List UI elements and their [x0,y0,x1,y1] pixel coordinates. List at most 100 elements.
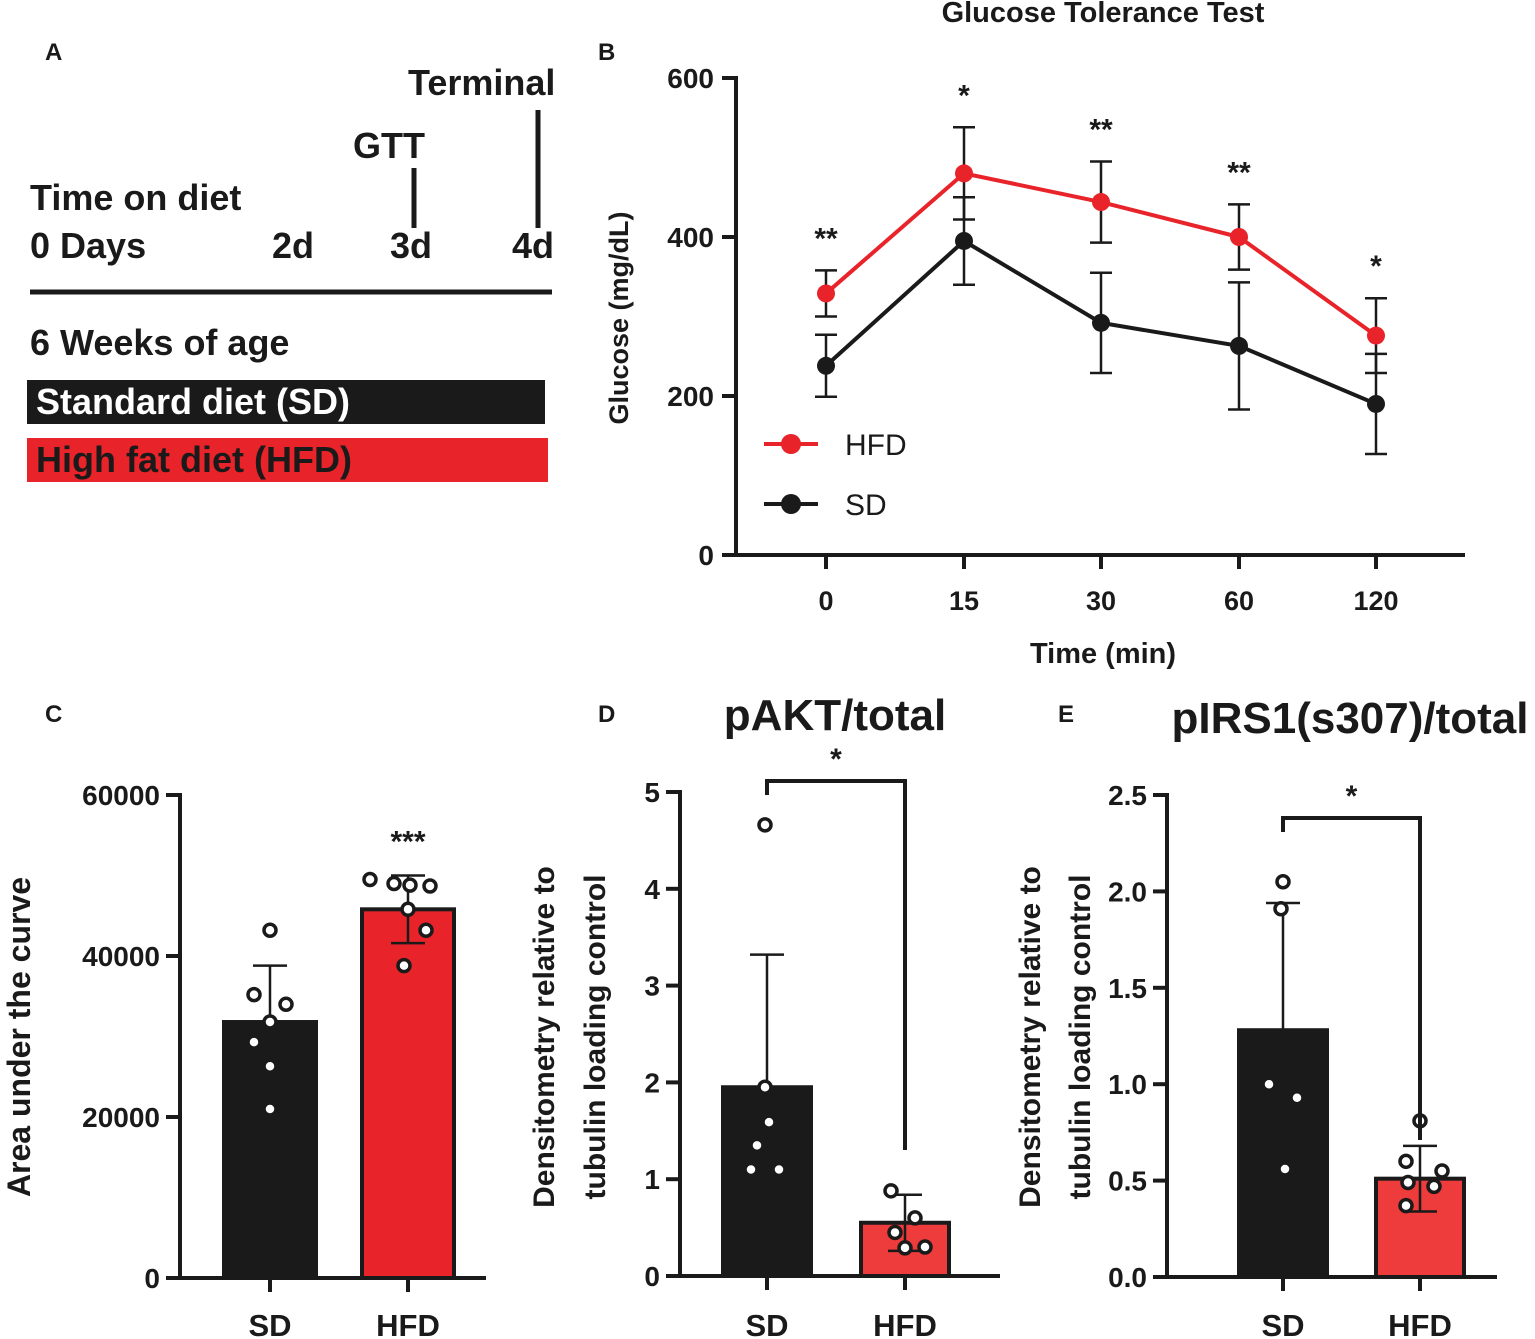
data-point-sd [817,356,835,375]
x-tick-label: 0 [818,586,833,616]
data-point-sd [1230,336,1248,355]
y-tick-label: 2 [644,1067,660,1098]
y-tick-label: 4 [644,874,660,905]
data-point [246,1034,262,1050]
sd-diet-bar [27,380,545,424]
data-point [278,996,294,1013]
x-tick-label: 15 [949,586,979,616]
gtt-label: GTT [353,125,425,166]
panel-d: D pAKT/total Densitometry relative to tu… [528,691,1000,1339]
legend-marker-sd [781,494,801,514]
data-point [1277,1161,1293,1177]
data-point [246,986,262,1003]
panel-a: A Terminal GTT Time on diet 0 Days 2d 3d… [27,39,555,482]
data-point [262,1058,278,1075]
legend-marker-hfd [781,434,801,454]
y-tick-label: 1 [644,1164,660,1195]
data-point-hfd [1367,326,1385,345]
data-point-sd [1367,394,1385,413]
data-point [362,871,378,888]
data-point [402,877,418,893]
data-point [262,1014,278,1030]
data-point-hfd [1230,228,1248,246]
panel-label-e: E [1058,701,1074,728]
data-point [418,922,434,938]
hfd-diet-bar [27,438,548,482]
data-point [1426,1178,1442,1195]
terminal-label: Terminal [408,62,555,103]
x-tick-label: HFD [873,1308,937,1339]
y-axis-title: Area under the curve [1,877,37,1197]
data-point [386,875,402,892]
significance-marker: * [1370,250,1382,283]
time-on-diet-label: Time on diet [30,177,241,218]
day-label-0: 0 Days [30,225,146,266]
significance-marker: *** [390,826,425,859]
legend-label-sd: SD [845,489,887,522]
data-point [262,1101,278,1117]
x-tick-label: 60 [1224,586,1254,616]
significance-marker: * [958,79,970,112]
data-point [771,1161,787,1178]
x-tick-label: SD [1261,1308,1304,1339]
data-point [1275,874,1291,890]
y-axis-title-line-1: Densitometry relative to [1014,866,1047,1208]
data-point [757,1079,773,1095]
y-tick-label: 0 [644,1261,660,1292]
y-tick-label: 0 [144,1263,160,1294]
panel-label-a: A [45,39,62,66]
significance-marker: * [830,743,842,776]
data-point [1398,1153,1414,1170]
data-point [262,922,278,938]
y-tick-label: 400 [667,222,714,253]
significance-bracket [765,779,907,1150]
x-tick-label: SD [248,1308,291,1339]
y-tick-label: 2.5 [1108,780,1147,811]
y-axis-title-line-2: tubulin loading control [579,875,612,1200]
y-tick-label: 2.0 [1108,876,1147,907]
data-point [749,1137,765,1154]
data-point [883,1183,899,1199]
data-point [761,1114,777,1130]
y-tick-label: 40000 [82,941,160,972]
chart-title: Glucose Tolerance Test [942,0,1265,29]
y-tick-label: 3 [644,971,660,1002]
day-label-3: 3d [390,225,432,266]
panel-c: C Area under the curve 0 20000 40000 60000 S… [1,701,486,1339]
panel-b: B Glucose Tolerance Test Time (min) Gluc… [598,0,1465,670]
data-point [1261,1076,1277,1092]
x-tick-label: 120 [1353,586,1398,616]
data-point [1273,901,1289,917]
data-point [396,957,412,974]
y-axis-title-line-2: tubulin loading control [1064,875,1097,1200]
significance-marker: ** [814,222,838,255]
data-point [1434,1163,1450,1179]
panel-e: E pIRS1(s307)/total Densitometry relativ… [1014,694,1528,1339]
y-tick-label: 200 [667,381,714,412]
y-axis-title: Glucose (mg/dL) [604,211,634,424]
day-label-2: 2d [272,225,314,266]
sd-diet-label: Standard diet (SD) [36,381,350,422]
data-point-sd [955,231,973,250]
data-point [1398,1197,1414,1214]
data-point-sd [1092,313,1110,332]
panel-label-c: C [45,701,62,728]
y-tick-label: 1.0 [1108,1069,1147,1100]
y-tick-label: 0 [698,540,714,571]
y-tick-label: 600 [667,63,714,94]
data-point [1289,1089,1305,1106]
data-point-hfd [1092,193,1110,212]
age-label: 6 Weeks of age [30,322,289,363]
x-tick-label: HFD [1388,1308,1452,1339]
data-point [1400,1174,1416,1191]
data-point [907,1210,923,1226]
chart-title: pIRS1(s307)/total [1172,694,1529,743]
x-axis-title: Time (min) [1030,638,1176,670]
data-point [887,1224,903,1241]
data-point-hfd [817,284,835,303]
y-axis-title-line-1: Densitometry relative to [528,866,561,1208]
significance-marker: ** [1227,156,1251,189]
data-point [917,1239,933,1255]
y-tick-label: 0.5 [1108,1166,1147,1197]
